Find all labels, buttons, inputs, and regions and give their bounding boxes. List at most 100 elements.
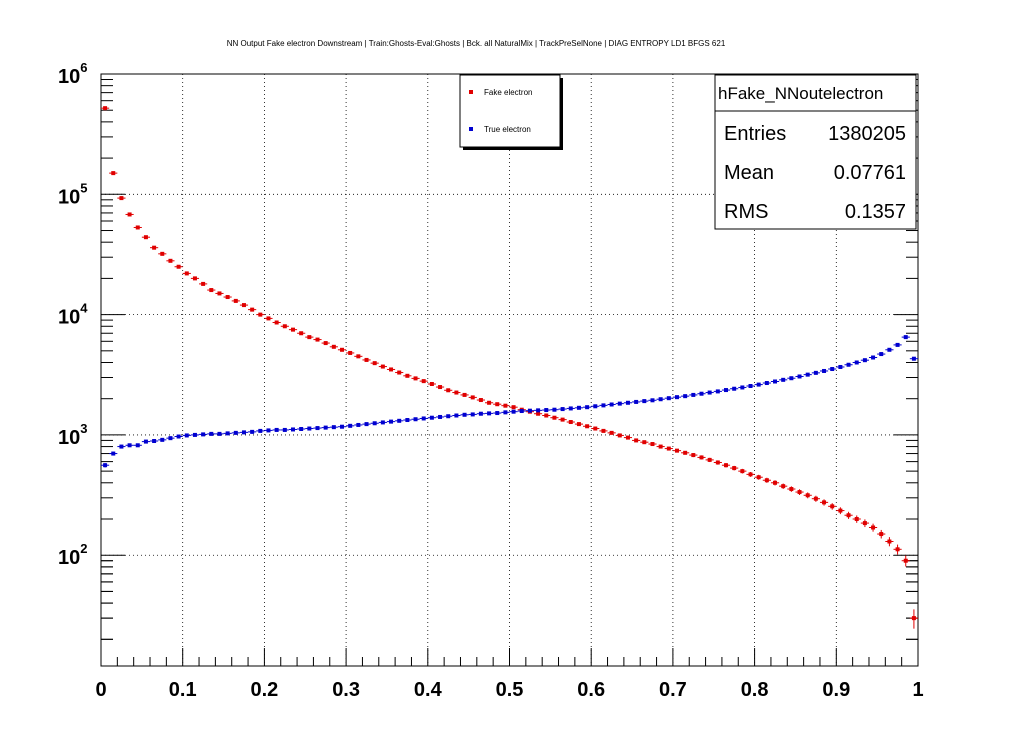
- data-point: [691, 453, 696, 458]
- y-tick-label: 105: [58, 180, 87, 208]
- data-point: [854, 517, 859, 522]
- data-point: [879, 352, 884, 357]
- data-point: [781, 484, 786, 489]
- series-fake-electron: [101, 106, 918, 629]
- data-point: [307, 335, 312, 340]
- data-point: [217, 431, 222, 436]
- data-point: [634, 399, 639, 404]
- series-true-electron: [101, 335, 918, 468]
- data-point: [421, 416, 426, 421]
- data-point: [838, 364, 843, 369]
- data-point: [446, 388, 451, 393]
- data-point: [364, 422, 369, 427]
- data-point: [830, 504, 835, 509]
- data-point: [846, 362, 851, 367]
- data-point: [838, 508, 843, 513]
- data-point: [176, 434, 181, 439]
- x-tick-label: 0.8: [741, 679, 769, 701]
- data-point: [487, 411, 492, 416]
- data-point: [617, 401, 622, 406]
- data-point: [642, 440, 647, 445]
- data-point: [593, 404, 598, 409]
- legend-label-true: True electron: [484, 125, 531, 134]
- data-point: [789, 487, 794, 492]
- data-point: [405, 373, 410, 378]
- data-point: [634, 438, 639, 443]
- data-point: [282, 427, 287, 432]
- data-point: [756, 382, 761, 387]
- data-point: [862, 358, 867, 363]
- data-point: [470, 395, 475, 400]
- data-point: [192, 276, 197, 281]
- data-point: [576, 405, 581, 410]
- data-point: [544, 413, 549, 418]
- data-point: [552, 415, 557, 420]
- data-point: [871, 525, 876, 530]
- data-point: [797, 490, 802, 495]
- data-point: [609, 402, 614, 407]
- stats-rms-value: 0.1357: [845, 201, 906, 223]
- data-point: [568, 420, 573, 425]
- data-point: [503, 410, 508, 415]
- data-point: [764, 381, 769, 386]
- data-point: [707, 457, 712, 462]
- data-point: [307, 426, 312, 431]
- data-point: [511, 405, 516, 410]
- data-point: [756, 475, 761, 480]
- data-point: [560, 407, 565, 412]
- data-point: [356, 422, 361, 427]
- data-point: [250, 307, 255, 312]
- data-point: [389, 367, 394, 372]
- data-point: [478, 411, 483, 416]
- data-point: [585, 424, 590, 429]
- data-point: [495, 402, 500, 407]
- data-point: [601, 403, 606, 408]
- data-point: [830, 367, 835, 372]
- data-point: [380, 420, 385, 425]
- data-point: [683, 450, 688, 455]
- data-point: [454, 390, 459, 395]
- stats-mean-label: Mean: [724, 162, 774, 184]
- data-point: [340, 347, 345, 352]
- stats-entries-label: Entries: [724, 123, 786, 145]
- data-point: [168, 258, 173, 263]
- data-point: [241, 303, 246, 308]
- data-point: [854, 360, 859, 365]
- data-point: [813, 496, 818, 501]
- data-point: [143, 235, 148, 240]
- data-point: [201, 432, 206, 437]
- data-point: [111, 171, 116, 176]
- data-point: [111, 451, 116, 456]
- data-point: [683, 394, 688, 399]
- data-point: [911, 616, 916, 621]
- data-point: [576, 422, 581, 427]
- data-point: [290, 327, 295, 332]
- data-point: [135, 225, 140, 230]
- data-point: [740, 469, 745, 474]
- data-point: [887, 539, 892, 544]
- data-point: [895, 342, 900, 347]
- data-point: [274, 427, 279, 432]
- data-point: [209, 431, 214, 436]
- data-point: [315, 337, 320, 342]
- legend-marker-fake: [469, 90, 473, 94]
- data-point: [617, 433, 622, 438]
- data-point: [389, 419, 394, 424]
- data-point: [903, 558, 908, 563]
- data-point: [536, 411, 541, 416]
- data-point: [593, 426, 598, 431]
- data-point: [674, 395, 679, 400]
- data-point: [560, 417, 565, 422]
- data-point: [356, 354, 361, 359]
- data-point: [822, 368, 827, 373]
- stats-name: hFake_NNoutelectron: [718, 84, 883, 103]
- data-point: [258, 312, 263, 317]
- data-point: [397, 370, 402, 375]
- data-point: [536, 408, 541, 413]
- data-point: [707, 390, 712, 395]
- data-point: [462, 412, 467, 417]
- data-point: [903, 335, 908, 340]
- data-point: [773, 379, 778, 384]
- data-point: [462, 392, 467, 397]
